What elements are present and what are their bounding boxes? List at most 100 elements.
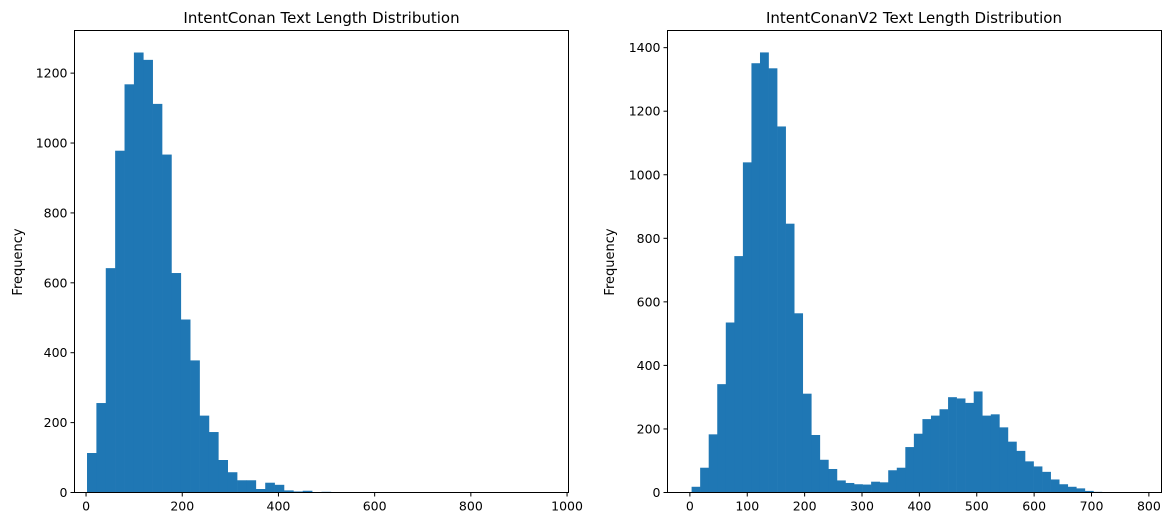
histogram-bar (1007, 441, 1017, 493)
histogram-bar (1050, 479, 1060, 493)
chart-title: IntentConanV2 Text Length Distribution (766, 9, 1062, 27)
histogram-bar (871, 481, 880, 493)
histogram-bar (255, 489, 266, 493)
bars (87, 52, 557, 493)
y-axis-label: Frequency (11, 228, 26, 295)
y-tick-label: 1000 (629, 167, 661, 182)
y-tick-label: 0 (60, 485, 68, 500)
y-tick-label: 1200 (629, 104, 661, 119)
x-tick-label: 700 (1080, 499, 1104, 514)
x-tick-label: 0 (82, 499, 90, 514)
x-tick-label: 800 (459, 499, 483, 514)
histogram-bar (888, 470, 898, 493)
histogram-bar (691, 486, 701, 493)
chart-title: IntentConan Text Length Distribution (183, 9, 459, 27)
y-tick-label: 600 (637, 294, 661, 309)
histogram-bar (759, 52, 769, 493)
histogram-bar (1033, 466, 1043, 493)
histogram-bar (794, 313, 804, 493)
histogram-bar (862, 484, 872, 493)
histogram-bar (845, 482, 855, 493)
histogram-bar (913, 433, 923, 493)
histogram-bar (1067, 486, 1077, 493)
histogram-bar (879, 482, 889, 493)
histogram-bar (930, 415, 940, 493)
x-tick-label: 100 (735, 499, 759, 514)
histogram-bar (973, 391, 983, 493)
histogram-bar (1076, 488, 1086, 493)
histogram-bar (836, 480, 846, 493)
x-tick-label: 600 (1022, 499, 1046, 514)
histogram-bar (302, 490, 313, 493)
x-tick-label: 0 (686, 499, 694, 514)
x-tick-label: 400 (267, 499, 291, 514)
x-tick-label: 1000 (551, 499, 583, 514)
histogram-bar (293, 491, 304, 493)
x-axis-ticks: 0 200 400 600 800 1000 (82, 492, 583, 514)
histogram-bar (237, 480, 247, 493)
histogram-bar (700, 467, 709, 493)
histogram-bar (965, 402, 975, 493)
y-axis-ticks: 0 200 400 600 800 1000 1200 1400 (629, 40, 668, 500)
histogram-bar (939, 409, 949, 493)
histogram-bar (96, 403, 107, 493)
histogram-bar (143, 59, 153, 493)
histogram-bar (1016, 450, 1026, 493)
histogram-bar (751, 63, 761, 493)
histogram-bar (922, 419, 932, 493)
histogram-bar (785, 223, 795, 493)
histogram-bar (1025, 461, 1034, 493)
histogram-bar (87, 453, 97, 493)
x-tick-label: 800 (1137, 499, 1161, 514)
histogram-bar (246, 480, 257, 493)
histogram-bar (218, 460, 228, 493)
x-tick-label: 400 (907, 499, 931, 514)
histogram-bar (725, 322, 735, 493)
histogram-bar (115, 150, 125, 493)
histogram-bar (990, 414, 1000, 493)
y-tick-label: 0 (653, 485, 661, 500)
histogram-bar (162, 154, 172, 493)
x-tick-label: 500 (965, 499, 989, 514)
x-tick-label: 200 (170, 499, 194, 514)
histogram-bar (1084, 490, 1094, 493)
histogram-bar (768, 68, 778, 493)
histogram-bar (208, 432, 219, 493)
y-tick-label: 400 (637, 358, 661, 373)
axes-frame (667, 30, 1162, 493)
histogram-bar (199, 415, 210, 493)
histogram-bar (905, 447, 915, 493)
y-tick-label: 200 (637, 421, 661, 436)
y-axis-ticks: 0 200 400 600 800 1000 1200 (36, 66, 75, 500)
histogram-bar (190, 360, 200, 493)
chart-intentconanv2: IntentConanV2 Text Length Distribution F… (603, 9, 1162, 514)
histogram-bar (105, 268, 116, 493)
histogram-bar (734, 256, 744, 493)
histogram-bar (802, 393, 812, 493)
histogram-bar (777, 126, 786, 493)
histogram-bar (171, 273, 182, 493)
x-tick-label: 200 (793, 499, 817, 514)
histogram-bar (1059, 484, 1069, 493)
x-tick-label: 600 (363, 499, 387, 514)
y-axis-label: Frequency (603, 228, 618, 295)
histogram-bar (956, 398, 966, 493)
histogram-bar (124, 84, 135, 493)
y-tick-label: 1400 (629, 40, 661, 55)
y-tick-label: 800 (44, 205, 68, 220)
histogram-bar (742, 162, 752, 493)
histogram-bar (854, 484, 863, 493)
histogram-bar (717, 384, 727, 493)
histogram-bar (948, 397, 957, 493)
y-tick-label: 800 (637, 231, 661, 246)
axes-frame (74, 30, 569, 493)
histogram-bar (133, 52, 144, 493)
y-tick-label: 1000 (36, 136, 68, 151)
histogram-bar (274, 484, 285, 493)
histogram-bar (982, 415, 992, 493)
histogram-bar (283, 490, 294, 493)
y-tick-label: 400 (44, 345, 68, 360)
histogram-bar (999, 427, 1009, 493)
histogram-bar (708, 434, 718, 493)
